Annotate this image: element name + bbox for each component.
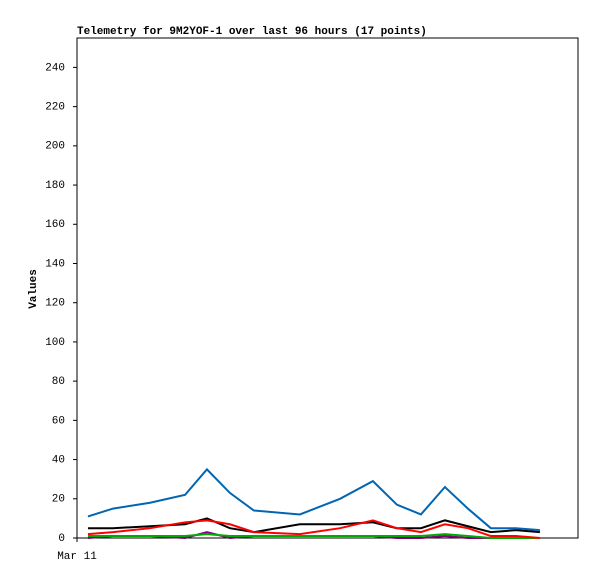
series-line: [87, 533, 540, 539]
chart-title: Telemetry for 9M2YOF-1 over last 96 hour…: [77, 26, 427, 38]
y-tick-label: 220: [45, 102, 65, 114]
y-tick-label: 20: [52, 494, 65, 506]
y-tick-label: 180: [45, 180, 65, 192]
y-tick-label: 120: [45, 298, 65, 310]
y-tick-label: 80: [52, 376, 65, 388]
x-tick-label: Mar 11: [57, 551, 97, 563]
y-tick-label: 140: [45, 258, 65, 270]
plot-frame: [76, 37, 579, 539]
y-tick-label: 60: [52, 415, 65, 427]
series-line: [87, 467, 540, 532]
y-axis-label: Values: [28, 269, 40, 309]
y-tick-label: 0: [58, 533, 65, 545]
series-line: [87, 519, 540, 539]
y-tick-label: 40: [52, 454, 65, 466]
y-tick-label: 200: [45, 141, 65, 153]
y-tick-label: 100: [45, 337, 65, 349]
y-tick-label: 240: [45, 62, 65, 74]
y-tick-label: 160: [45, 219, 65, 231]
